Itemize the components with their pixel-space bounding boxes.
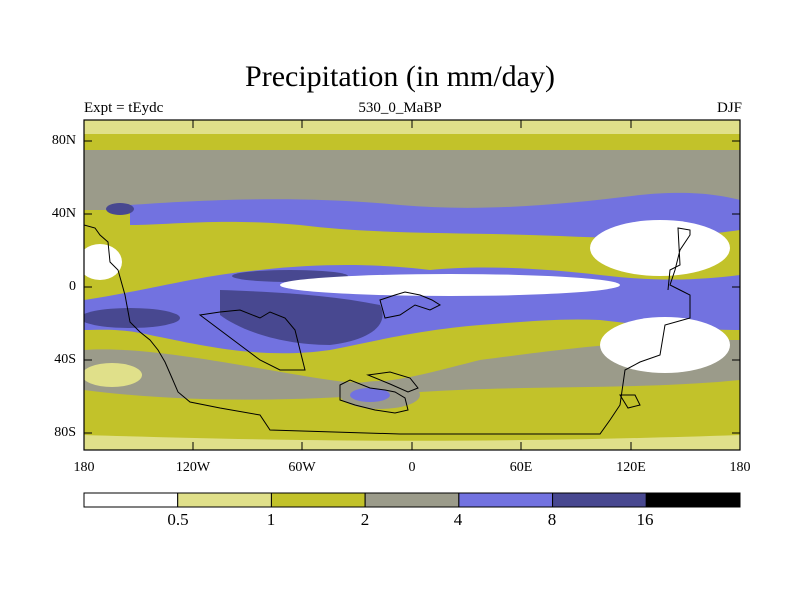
x-tick-label: 180: [729, 460, 751, 475]
colorbar-label: 4: [453, 510, 463, 529]
colorbar-box: [458, 492, 554, 508]
y-tick-label: 0: [69, 279, 76, 294]
coastline-southern-island: [339, 379, 409, 414]
coastline-west: [84, 224, 691, 435]
field-equatorial-dry: [280, 274, 620, 296]
x-tick-label: 0: [408, 460, 416, 475]
colorbar-label: 0.5: [167, 510, 189, 529]
coastline-southern-isle2: [366, 371, 419, 393]
y-tick-label: 40N: [51, 206, 76, 221]
colorbar-label: 2: [360, 510, 370, 529]
colorbar-box: [177, 492, 272, 508]
x-tick-label: 120W: [175, 460, 211, 475]
period-label: 530_0_MaBP: [358, 100, 442, 116]
map-fields: [84, 120, 740, 450]
coastlines: [84, 224, 691, 435]
coastline-south-continent: [198, 309, 306, 371]
coastline-east-isle: [619, 394, 641, 409]
field-southwest-light: [84, 363, 142, 387]
field-south-heavy: [220, 290, 383, 345]
colorbar-label: 16: [636, 510, 654, 529]
colorbar-box: [83, 492, 179, 508]
x-tick-label: 120E: [616, 460, 646, 475]
chart-title: Precipitation (in mm/day): [245, 60, 555, 93]
field-north-max: [106, 203, 134, 215]
field-west-max: [84, 308, 180, 328]
colorbar-box: [645, 492, 741, 508]
axis-ticks: [83, 120, 741, 450]
x-tick-label: 60E: [509, 460, 533, 475]
colorbar-box: [552, 492, 647, 508]
colorbar-label: 8: [547, 510, 557, 529]
colorbar: [83, 492, 741, 508]
season-label: DJF: [716, 100, 742, 116]
field-continent-wet: [350, 388, 390, 402]
field-east-dry: [590, 220, 730, 276]
x-tick-label: 180: [73, 460, 95, 475]
y-tick-label: 40S: [54, 352, 76, 367]
experiment-label: Expt = tEydc: [84, 100, 164, 116]
y-tick-label: 80N: [51, 133, 76, 148]
y-tick-label: 80S: [54, 425, 76, 440]
field-subpolar: [84, 380, 740, 450]
field-southeast-dry: [600, 317, 730, 373]
coastline-equatorial-island: [379, 291, 442, 319]
field-north-storm-track: [130, 192, 740, 238]
colorbar-box: [364, 492, 460, 508]
colorbar-box: [270, 492, 366, 508]
x-tick-label: 60W: [288, 460, 316, 475]
colorbar-label: 1: [266, 510, 276, 529]
field-west-dry: [84, 244, 122, 280]
